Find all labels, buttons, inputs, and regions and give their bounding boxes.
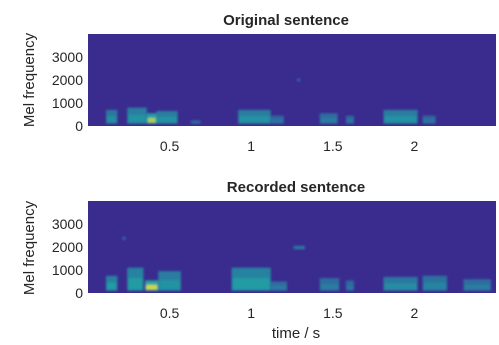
- x-tick-labels: 0.5 1 1.5 2: [160, 305, 419, 321]
- y-tick-label: 3000: [52, 49, 83, 65]
- energy-region-core: [384, 116, 417, 123]
- x-axis-label: time / s: [272, 325, 320, 342]
- energy-region-core: [157, 116, 177, 123]
- energy-region-core: [146, 285, 158, 290]
- energy-region-core: [346, 119, 354, 123]
- energy-region-core: [271, 119, 283, 123]
- energy-region-core: [384, 283, 417, 290]
- y-tick-label: 2000: [52, 239, 83, 255]
- energy-regions: [106, 78, 436, 124]
- energy-region-core: [107, 282, 117, 290]
- y-tick-labels: 0 1000 2000 3000: [52, 216, 83, 301]
- y-tick-labels: 0 1000 2000 3000: [52, 49, 83, 134]
- energy-region-core: [159, 279, 180, 290]
- energy-region-core: [191, 121, 200, 123]
- x-tick-labels: 0.5 1 1.5 2: [160, 138, 419, 154]
- energy-region-core: [128, 114, 146, 123]
- y-tick-label: 1000: [52, 95, 83, 111]
- energy-region-core: [423, 119, 435, 123]
- chart-title: Original sentence: [223, 12, 349, 29]
- x-tick-label: 0.5: [160, 138, 180, 154]
- energy-region-core: [107, 116, 117, 123]
- y-tick-label: 0: [75, 285, 83, 301]
- x-tick-label: 2: [411, 305, 419, 321]
- y-axis-label: Mel frequency: [21, 200, 38, 295]
- x-tick-label: 2: [411, 138, 419, 154]
- chart-title: Recorded sentence: [227, 179, 365, 196]
- x-tick-label: 1.5: [323, 305, 343, 321]
- energy-region-core: [297, 79, 300, 81]
- energy-region-core: [147, 118, 156, 123]
- energy-region-core: [423, 282, 447, 290]
- energy-region-core: [320, 118, 337, 123]
- original-sentence-panel: Original sentence 0 1000 2000 3000 0.5 1 1.5 2…: [21, 12, 496, 154]
- x-tick-label: 1: [247, 138, 255, 154]
- x-tick-label: 0.5: [160, 305, 180, 321]
- energy-region-core: [346, 285, 354, 290]
- y-tick-label: 1000: [52, 262, 83, 278]
- recorded-sentence-panel: Recorded sentence 0 1000 2000 3000 0.5 1 1.5 2…: [21, 179, 496, 342]
- y-tick-label: 0: [75, 118, 83, 134]
- y-axis-label: Mel frequency: [21, 32, 38, 127]
- energy-region-core: [123, 238, 125, 240]
- y-tick-label: 2000: [52, 72, 83, 88]
- energy-region-core: [128, 278, 143, 290]
- x-tick-label: 1.5: [323, 138, 343, 154]
- y-tick-label: 3000: [52, 216, 83, 232]
- plot-area: [88, 34, 496, 126]
- energy-region-core: [320, 283, 339, 290]
- energy-region-core: [464, 284, 491, 290]
- energy-region-core: [232, 278, 270, 290]
- x-tick-label: 1: [247, 305, 255, 321]
- energy-region-core: [271, 285, 287, 290]
- energy-region-core: [294, 247, 304, 249]
- energy-region-core: [239, 116, 270, 123]
- energy-regions: [106, 236, 492, 291]
